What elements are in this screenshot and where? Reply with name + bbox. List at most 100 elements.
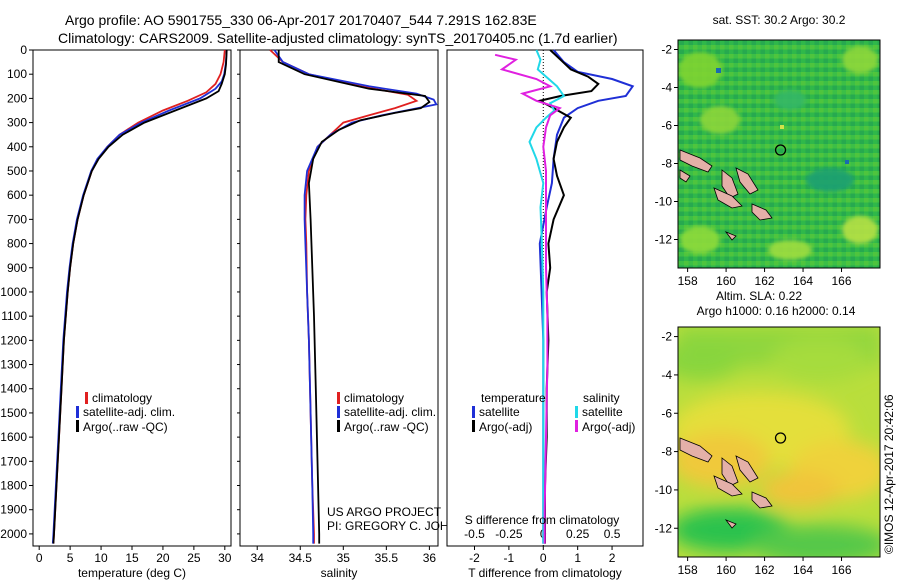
y-tick-label: 1300 xyxy=(0,358,27,372)
x-tick-label: -1 xyxy=(504,551,515,565)
y-tick-label: -12 xyxy=(655,233,673,247)
sst-heatmap xyxy=(678,40,880,268)
y-tick-label: 500 xyxy=(7,164,27,178)
x-tick-label: 166 xyxy=(832,274,852,288)
legend-swatch-s-satellite xyxy=(575,406,578,418)
y-tick-label: 2000 xyxy=(0,527,27,541)
sst-map-panel: sat. SST: 30.2 Argo: 30.2 xyxy=(655,13,881,289)
y-tick-label: 1400 xyxy=(0,382,27,396)
y-tick-label: -6 xyxy=(661,119,672,133)
series-line-argo xyxy=(277,50,431,544)
x-tick-label: 1 xyxy=(574,551,581,565)
temperature-series xyxy=(51,49,228,544)
y-tick-label: 600 xyxy=(7,188,27,202)
y-tick-label: 400 xyxy=(7,140,27,154)
y-tick-label: -4 xyxy=(661,368,672,382)
project-label: US ARGO PROJECT xyxy=(327,505,442,519)
salinity-series xyxy=(269,49,438,544)
x-tick-label: 36 xyxy=(423,551,437,565)
y-tick-label: 900 xyxy=(7,261,27,275)
series-line-argo_diff xyxy=(494,53,562,544)
legend-label-argo: Argo(..raw -QC) xyxy=(344,420,429,434)
y-tick-label: 0 xyxy=(20,43,27,57)
sst-map-axes: 158 160 162 164 166 -2 -4 -6 -8 -10 -12 xyxy=(655,43,852,289)
x-tick-label: 10 xyxy=(94,551,108,565)
x-tick-label: 35.5 xyxy=(375,551,399,565)
x-tick-label: 35 xyxy=(337,551,351,565)
top-tick-label: -0.25 xyxy=(495,527,523,541)
legend-swatch-climatology xyxy=(337,392,340,404)
difference-panel: -2 -1 0 1 2-0.5 -0.25 0 0.25 0.5 T difference fr… xyxy=(446,49,644,580)
y-tick-label: -8 xyxy=(661,445,672,459)
difference-axis: -2 -1 0 1 2-0.5 -0.25 0 0.25 0.5 xyxy=(464,527,621,565)
top-tick-label: -0.5 xyxy=(464,527,485,541)
x-tick-label: 25 xyxy=(187,551,201,565)
temperature-axis: 0100200300400500600700800900100011001200… xyxy=(0,43,232,565)
temperature-xlabel: temperature (deg C) xyxy=(78,566,186,580)
top-tick-label: 0.5 xyxy=(604,527,621,541)
legend-label-satellite: satellite-adj. clim. xyxy=(344,405,436,419)
y-tick-label: -10 xyxy=(655,195,673,209)
difference-xlabel: T difference from climatology xyxy=(468,566,622,580)
y-tick-label: 300 xyxy=(7,116,27,130)
legend-label-argo: Argo(..raw -QC) xyxy=(83,420,168,434)
x-tick-label: 164 xyxy=(793,563,813,577)
y-tick-label: 800 xyxy=(7,237,27,251)
x-tick-label: 162 xyxy=(755,274,775,288)
sla-heatmap xyxy=(678,327,880,557)
x-tick-label: -2 xyxy=(469,551,480,565)
legend-swatch-climatology xyxy=(85,392,88,404)
legend-label-climatology: climatology xyxy=(344,391,404,405)
imos-timestamp: ©IMOS 12-Apr-2017 20:42:06 xyxy=(882,394,896,554)
legend-label-climatology: climatology xyxy=(92,391,152,405)
y-tick-label: 1800 xyxy=(0,479,27,493)
legend-swatch-s-argo xyxy=(575,420,578,432)
salinity-xlabel: salinity xyxy=(321,566,358,580)
y-tick-label: -12 xyxy=(655,521,673,535)
legend-title-temperature: temperature xyxy=(481,391,546,405)
series-line-satellite_diff xyxy=(528,49,566,544)
salinity-legend: climatology satellite-adj. clim. Argo(..… xyxy=(337,391,436,434)
legend-label-satellite: satellite-adj. clim. xyxy=(83,405,175,419)
y-tick-label: -2 xyxy=(661,330,672,344)
salinity-panel: 34 34.5 35 35.5 36 salinity climatology sate… xyxy=(237,49,483,580)
y-tick-label: -10 xyxy=(655,483,673,497)
y-tick-label: -4 xyxy=(661,81,672,95)
x-tick-label: 0 xyxy=(540,551,547,565)
salinity-axis: 34 34.5 35 35.5 36 xyxy=(237,49,437,565)
x-tick-label: 166 xyxy=(832,563,852,577)
x-tick-label: 15 xyxy=(125,551,139,565)
y-tick-label: 1900 xyxy=(0,503,27,517)
x-tick-label: 160 xyxy=(716,274,736,288)
temperature-plot-frame xyxy=(32,49,232,547)
y-tick-label: -2 xyxy=(661,43,672,57)
x-tick-label: 34 xyxy=(251,551,265,565)
y-tick-label: 1200 xyxy=(0,333,27,347)
sla-map-title: Altim. SLA: 0.22 xyxy=(716,289,802,303)
figure-title-line2: Climatology: CARS2009. Satellite-adjuste… xyxy=(58,30,618,46)
salinity-plot-frame xyxy=(239,49,439,547)
difference-series xyxy=(494,49,635,544)
difference-legend-temperature: temperature satellite Argo(-adj) xyxy=(472,391,546,434)
legend-swatch-argo xyxy=(337,420,340,432)
legend-swatch-t-satellite xyxy=(472,406,475,418)
legend-label-s-argo: Argo(-adj) xyxy=(582,420,635,434)
temperature-legend: climatology satellite-adj. clim. Argo(..… xyxy=(76,391,175,434)
x-tick-label: 164 xyxy=(793,274,813,288)
x-tick-label: 30 xyxy=(218,551,232,565)
temperature-panel: 0100200300400500600700800900100011001200… xyxy=(0,43,232,580)
y-tick-label: -6 xyxy=(661,406,672,420)
y-tick-label: 1700 xyxy=(0,454,27,468)
y-tick-label: 1000 xyxy=(0,285,27,299)
figure-title-line1: Argo profile: AO 5901755_330 06-Apr-2017… xyxy=(65,12,537,28)
legend-swatch-argo xyxy=(76,420,79,432)
y-tick-label: 1500 xyxy=(0,406,27,420)
sla-coastlines xyxy=(679,437,773,529)
y-tick-label: 200 xyxy=(7,91,27,105)
pi-label: PI: GREGORY C. JOHNSON xyxy=(327,519,483,533)
sla-map-axes: 158 160 162 164 166 -2 -4 -6 -8 -10 -12 xyxy=(655,330,852,577)
sla-map-frame xyxy=(677,326,881,558)
sla-map-subtitle: Argo h1000: 0.16 h2000: 0.14 xyxy=(697,304,856,318)
x-tick-label: 158 xyxy=(678,563,698,577)
